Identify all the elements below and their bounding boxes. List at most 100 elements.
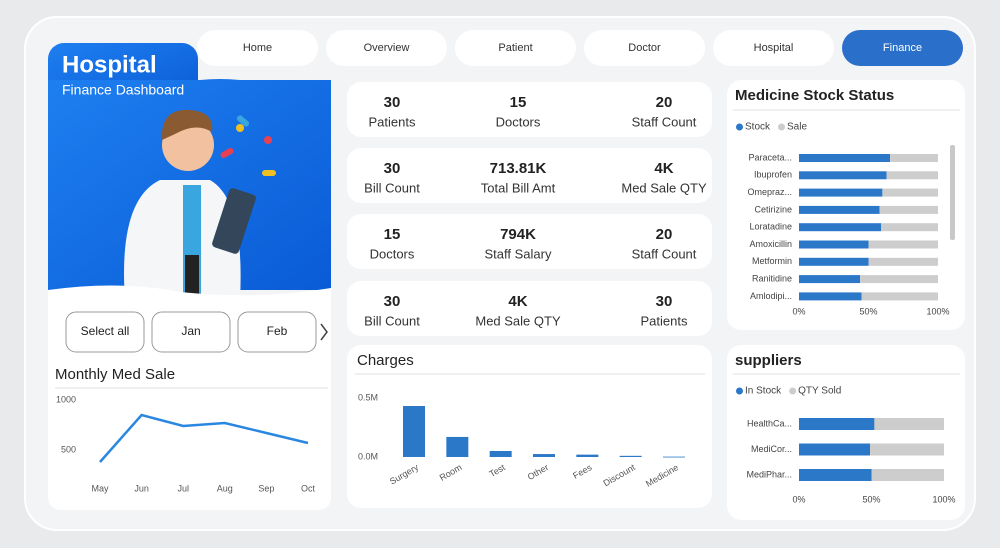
kpi-value: 15	[510, 94, 527, 111]
kpi-value: 30	[384, 160, 401, 177]
slicer-button[interactable]	[151, 311, 231, 353]
bar-segment	[890, 154, 938, 162]
kpi-value: 20	[656, 94, 673, 111]
kpi-card	[347, 82, 712, 137]
kpi-label: Staff Count	[632, 114, 697, 129]
kpi-card	[347, 214, 712, 269]
y-tick-label: 500	[61, 444, 76, 454]
y-tick-label: Amoxicillin	[749, 239, 792, 249]
header-title: Hospital	[62, 51, 157, 78]
slicer-label[interactable]: Select all	[81, 324, 130, 338]
x-tick-label: 100%	[932, 494, 955, 504]
x-tick-label: Aug	[217, 483, 233, 493]
x-tick-label: 0%	[792, 306, 805, 316]
kpi-label: Doctors	[370, 246, 415, 261]
nav-label[interactable]: Finance	[883, 42, 922, 54]
kpi-value: 30	[656, 293, 673, 310]
bar-segment	[868, 240, 938, 249]
kpi-value: 4K	[508, 293, 527, 310]
nav-button[interactable]	[197, 30, 318, 66]
kpi-card	[347, 281, 712, 336]
nav-button[interactable]	[713, 30, 834, 66]
bar-segment	[799, 443, 871, 456]
kpi-value: 30	[384, 94, 401, 111]
y-tick-label: 0.0M	[358, 451, 378, 461]
bar-segment	[799, 240, 869, 249]
kpi-label: Patients	[641, 313, 688, 328]
kpi-value: 4K	[654, 160, 673, 177]
bar-segment	[868, 257, 938, 266]
bar	[619, 455, 642, 457]
y-tick-label: Cetirizine	[754, 204, 792, 214]
y-tick-label: Paraceta...	[748, 152, 792, 162]
y-tick-label: HealthCa...	[747, 418, 792, 428]
y-tick-label: MediCor...	[751, 444, 792, 454]
kpi-label: Bill Count	[364, 313, 420, 328]
kpi-label: Bill Count	[364, 180, 420, 195]
legend-marker	[736, 387, 743, 395]
doctor-illustration	[124, 109, 276, 300]
bar-segment	[799, 418, 875, 430]
slicer-next[interactable]	[320, 323, 328, 341]
nav-button[interactable]	[842, 30, 963, 66]
nav-label[interactable]: Overview	[364, 42, 410, 54]
bar-segment	[871, 469, 944, 481]
legend-label: QTY Sold	[798, 386, 841, 397]
x-tick-label: 100%	[926, 306, 949, 316]
bar-segment	[860, 275, 938, 284]
y-tick-label: Ibuprofen	[754, 170, 792, 180]
bar-segment	[799, 205, 880, 214]
bar-segment	[799, 469, 872, 481]
bar-segment	[874, 418, 944, 430]
y-tick-label: Metformin	[752, 256, 792, 266]
nav-button[interactable]	[326, 30, 447, 66]
x-tick-label: 50%	[862, 494, 880, 504]
nav-button[interactable]	[584, 30, 705, 66]
bar-segment	[799, 188, 883, 197]
y-tick-label: 1000	[56, 394, 76, 404]
x-tick-label: Sep	[258, 483, 274, 493]
legend-marker	[789, 387, 797, 395]
bar	[446, 436, 469, 457]
kpi-value: 30	[384, 293, 401, 310]
charges-card	[347, 345, 712, 508]
y-tick-label: Omepraz...	[747, 187, 792, 197]
bar-segment	[879, 205, 938, 214]
x-tick-label: 0%	[792, 494, 805, 504]
bar-segment	[882, 188, 938, 197]
nav-button[interactable]	[455, 30, 576, 66]
chart-title: Medicine Stock Status	[735, 87, 894, 104]
bar-segment	[881, 223, 938, 232]
chart-title: Monthly Med Sale	[55, 366, 175, 383]
bar	[533, 454, 555, 457]
bar-segment	[861, 292, 938, 301]
slicer-button[interactable]	[237, 311, 317, 353]
x-tick-label: 50%	[859, 306, 877, 316]
kpi-label: Patients	[369, 114, 416, 129]
nav-label[interactable]: Doctor	[628, 42, 661, 54]
x-tick-label: Oct	[301, 483, 316, 493]
nav-label[interactable]: Hospital	[754, 42, 794, 54]
scrollbar[interactable]	[950, 145, 955, 240]
bar-segment	[799, 223, 882, 232]
nav-label[interactable]: Home	[243, 42, 272, 54]
y-tick-label: MediPhar...	[746, 469, 792, 479]
kpi-value: 20	[656, 226, 673, 243]
legend-label: In Stock	[745, 386, 782, 397]
line-series	[99, 413, 309, 463]
kpi-label: Med Sale QTY	[475, 313, 561, 328]
x-tick-label: Jun	[134, 483, 149, 493]
legend-marker	[736, 123, 743, 131]
slicer-button[interactable]	[65, 311, 145, 353]
bar	[489, 450, 512, 457]
kpi-value: 794K	[500, 226, 536, 243]
bar-segment	[799, 154, 891, 162]
nav-label[interactable]: Patient	[498, 42, 532, 54]
slicer-label[interactable]: Feb	[267, 324, 288, 338]
bar-segment	[799, 275, 861, 284]
slicer-label[interactable]: Jan	[181, 324, 200, 338]
bar	[403, 406, 425, 457]
kpi-card	[347, 148, 712, 203]
y-tick-label: Ranitidine	[752, 273, 792, 283]
